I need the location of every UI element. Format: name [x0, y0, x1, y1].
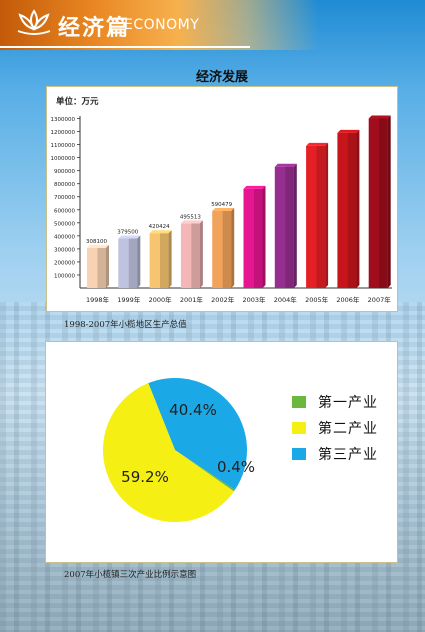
x-tick-label: 2005年: [305, 295, 329, 304]
legend-label: 第二产业: [318, 421, 378, 437]
bar-data-label: 308100: [86, 239, 107, 245]
legend-swatch: [292, 396, 306, 408]
bar-top: [87, 244, 109, 248]
legend-label: 第三产业: [318, 447, 378, 463]
y-tick-label: 600000: [54, 208, 75, 214]
bar-top: [337, 129, 360, 133]
x-tick-label: 2003年: [242, 295, 266, 304]
bar-top: [118, 235, 141, 239]
bar-side: [262, 185, 266, 288]
bar-top: [149, 230, 172, 234]
x-tick-label: 2006年: [336, 295, 360, 304]
x-tick-label: 2004年: [274, 295, 298, 304]
bar-shade: [97, 247, 106, 288]
page-header: 经济篇 ECONOMY: [0, 0, 425, 50]
bar-data-label: 420424: [149, 224, 170, 230]
bar-top: [368, 115, 391, 119]
bar-data-label: 379500: [117, 230, 138, 236]
y-tick-label: 500000: [54, 221, 75, 227]
lotus-logo-icon: [17, 9, 51, 35]
x-tick-label: 2007年: [368, 295, 392, 304]
bar-data-label: 590479: [211, 202, 232, 208]
bar-side: [387, 115, 391, 288]
y-tick-label: 100000: [54, 273, 75, 279]
y-tick-label: 900000: [54, 169, 75, 175]
pie-chart-caption: 2007年小榄镇三次产业比例示意图: [64, 570, 197, 580]
pie-slice: [175, 450, 235, 492]
y-tick-label: 1100000: [51, 143, 76, 149]
bar-top: [212, 208, 235, 212]
x-tick-label: 2002年: [211, 295, 235, 304]
pie-slice: [103, 383, 234, 522]
header-divider: [0, 46, 250, 48]
bar-data-label: 495513: [180, 214, 201, 220]
x-tick-label: 1999年: [117, 295, 141, 304]
x-tick-label: 2000年: [149, 295, 173, 304]
bar-side: [293, 163, 297, 288]
bar-shade: [222, 211, 232, 288]
y-tick-label: 200000: [54, 260, 75, 266]
bar-side: [231, 208, 235, 288]
bar-side: [137, 235, 141, 288]
bar-shade: [285, 166, 294, 288]
legend-swatch: [292, 448, 306, 460]
legend-item-secondary: 第二产业: [292, 416, 378, 440]
legend-swatch: [292, 422, 306, 434]
y-tick-label: 800000: [54, 182, 75, 188]
bar-shade: [379, 118, 388, 288]
bar-side: [199, 220, 203, 288]
bar-shade: [347, 132, 357, 288]
bar-shade: [128, 238, 138, 288]
y-tick-label: 700000: [54, 195, 75, 201]
pie-legend: 第一产业 第二产业 第三产业: [292, 390, 378, 468]
bar-chart-unit-label: 单位：万元: [56, 97, 99, 107]
pie-chart: 0.4% 59.2% 40.4%: [103, 378, 255, 522]
bar-chart-caption: 1998-2007年小榄地区生产总值: [64, 320, 187, 330]
x-tick-label: 1998年: [86, 295, 110, 304]
bar-side: [106, 244, 109, 288]
pie-data-label: 0.4%: [217, 458, 255, 476]
bar-side: [325, 142, 329, 288]
bar-chart-title: 经济发展: [196, 70, 249, 85]
y-tick-label: 1200000: [51, 130, 76, 136]
bar-top: [243, 185, 266, 189]
bar-top: [306, 142, 329, 146]
section-subtitle: ECONOMY: [124, 17, 200, 33]
pie-data-label: 59.2%: [121, 468, 169, 486]
x-tick-label: 2001年: [180, 295, 204, 304]
bar-shade: [316, 145, 326, 288]
y-tick-label: 400000: [54, 234, 75, 240]
bar-shade: [253, 188, 263, 288]
section-title: 经济篇: [58, 15, 131, 41]
y-tick-label: 300000: [54, 247, 75, 253]
bar-shade: [160, 233, 169, 288]
bar-top: [274, 163, 297, 167]
legend-item-tertiary: 第三产业: [292, 442, 378, 466]
legend-item-primary: 第一产业: [292, 390, 378, 414]
bar-top: [180, 220, 203, 224]
bar-shade: [191, 223, 200, 288]
pie-data-label: 40.4%: [169, 401, 217, 419]
legend-label: 第一产业: [318, 395, 378, 411]
y-tick-label: 1000000: [51, 156, 76, 162]
y-tick-label: 1300000: [51, 117, 76, 123]
bar-side: [356, 129, 360, 288]
bar-chart: 100000 200000 300000 400000 500000 600000 7000…: [51, 115, 392, 304]
pie-slice: [148, 378, 247, 490]
bar-side: [168, 230, 172, 288]
